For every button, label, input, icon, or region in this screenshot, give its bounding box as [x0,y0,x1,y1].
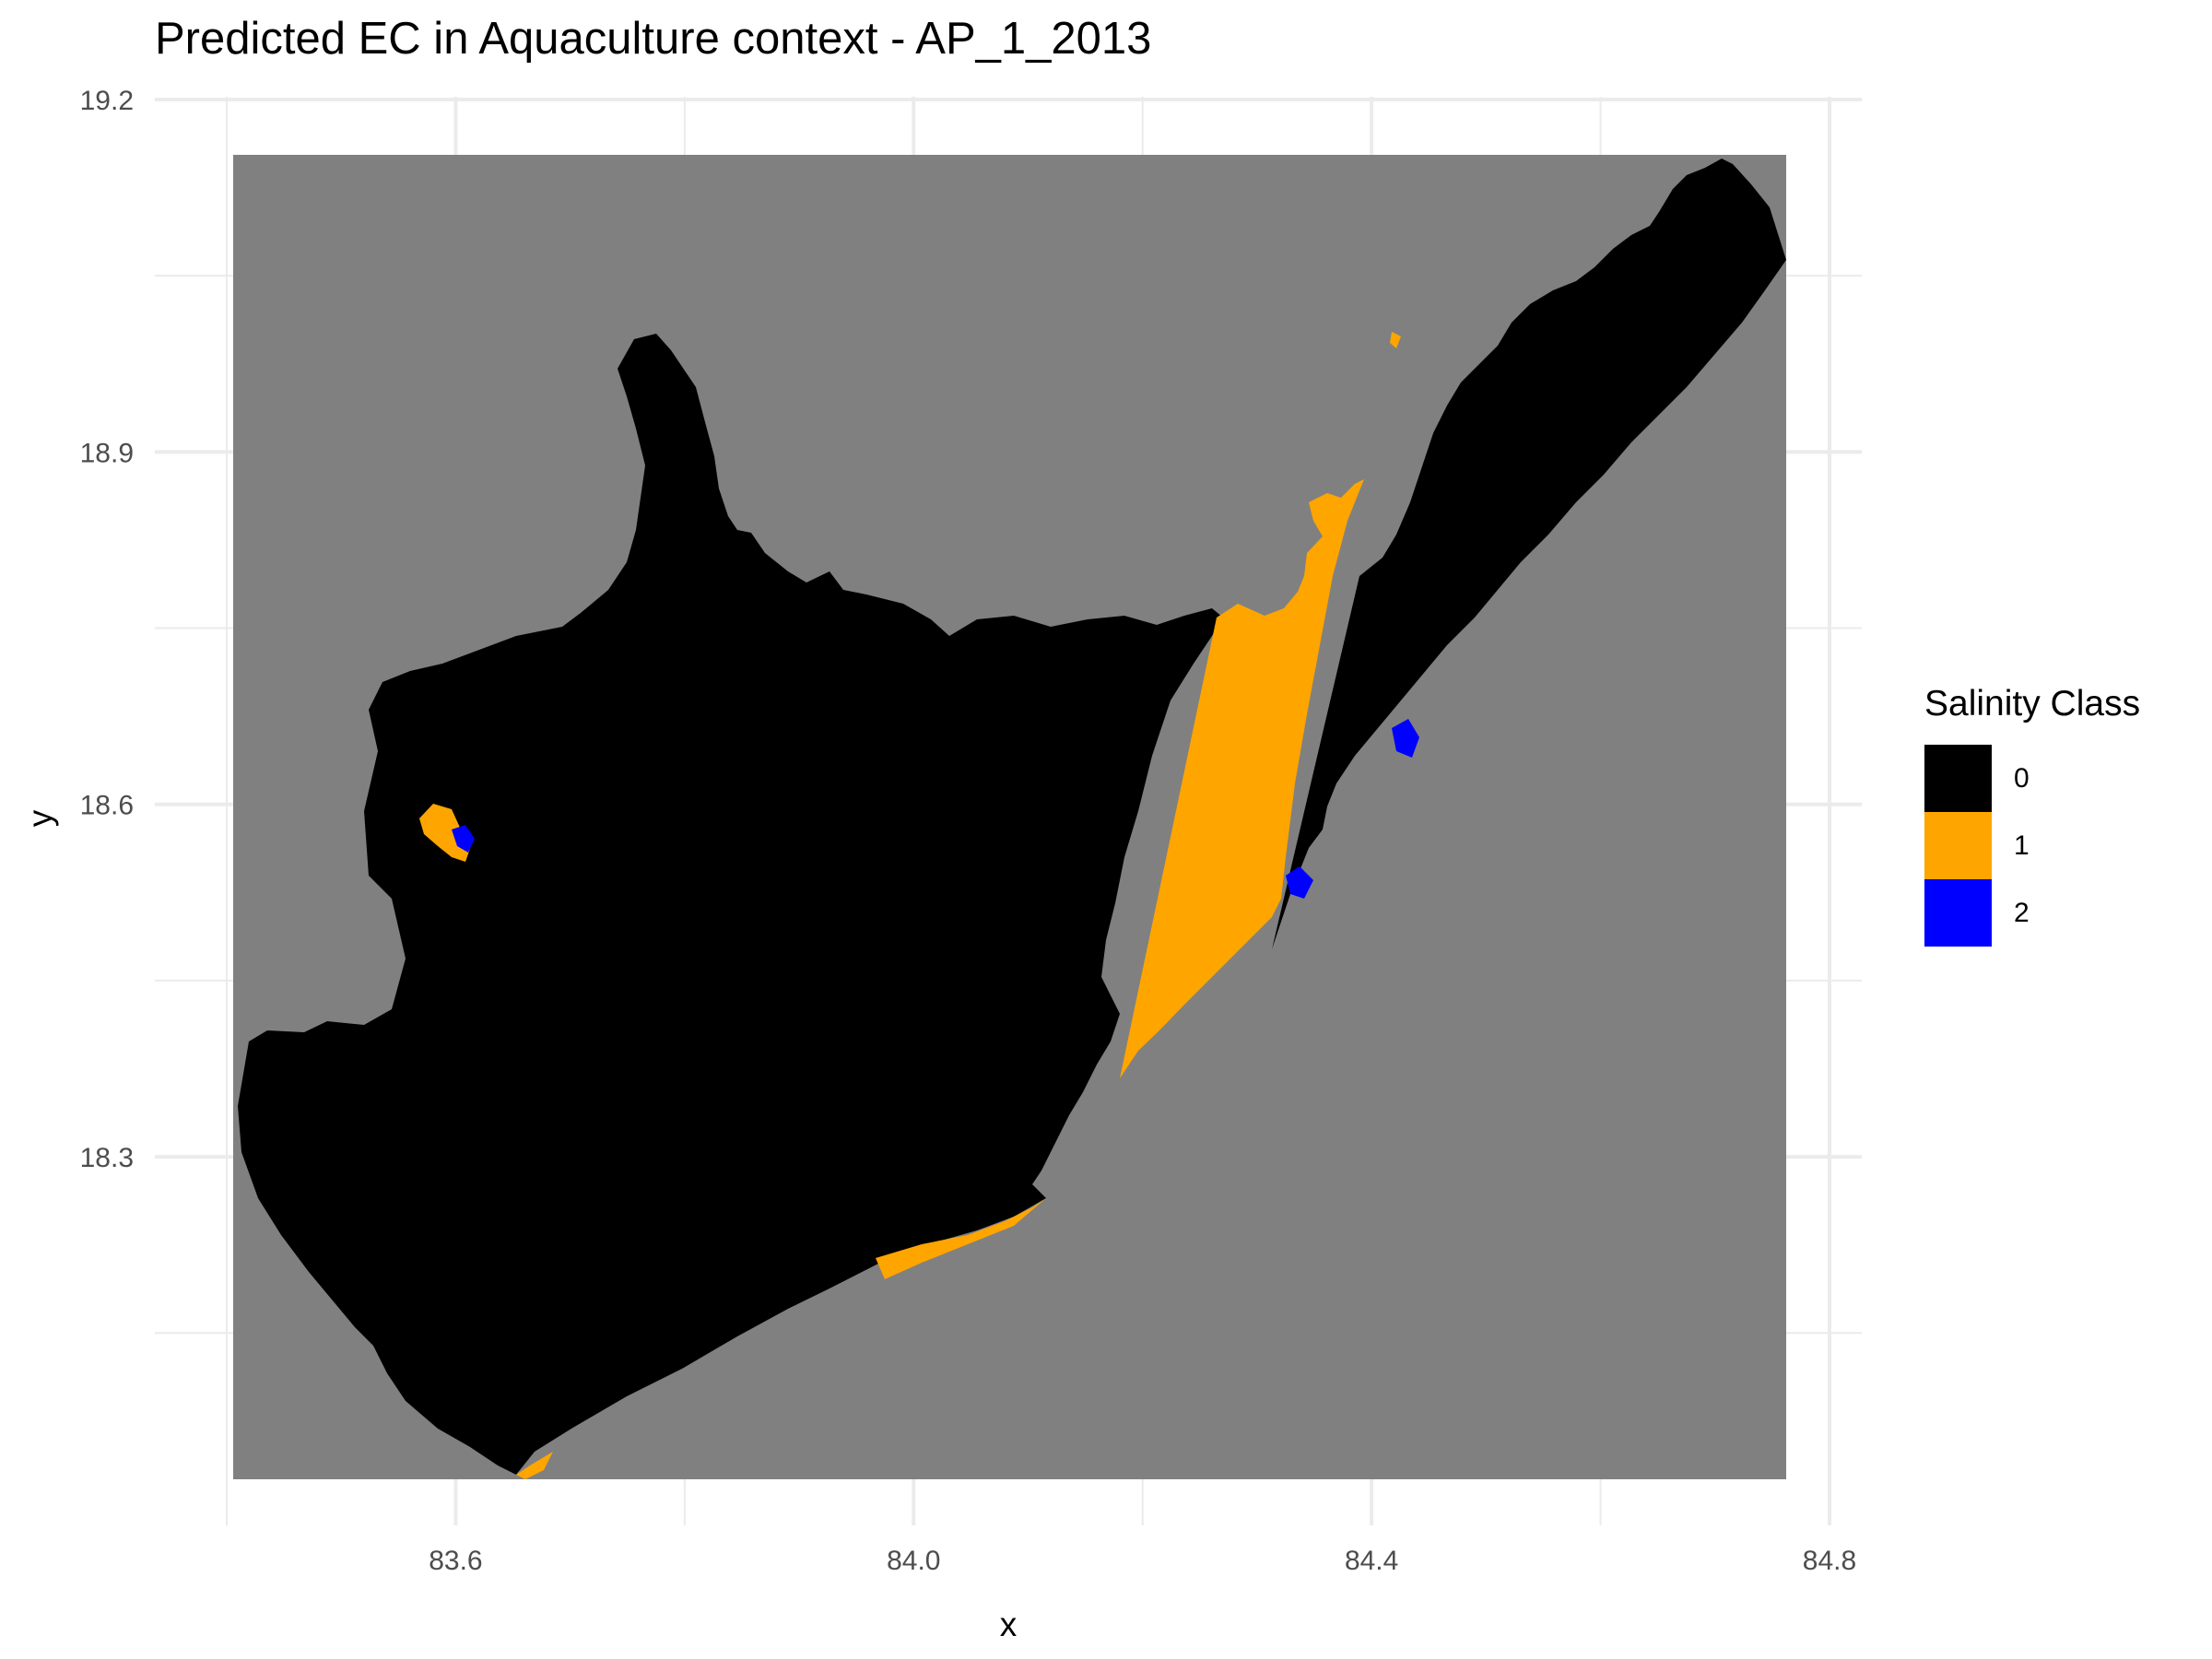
legend-key-swatch [1924,745,1992,812]
y-axis-title: y [21,809,59,827]
legend-item: 1 [1924,812,2140,879]
x-tick-label: 83.6 [429,1546,482,1576]
class-1-coastal-strip [876,1198,1046,1279]
class-2-features [452,719,1419,899]
legend-item: 0 [1924,745,2140,812]
x-tick-label: 84.8 [1803,1546,1856,1576]
x-axis-ticks: 83.6 84.0 84.4 84.8 [429,1546,1856,1576]
class-2-patch-coast [1286,866,1313,899]
y-tick-label: 19.2 [80,86,134,116]
legend-label: 2 [2014,897,2030,928]
y-tick-label: 18.3 [80,1143,134,1173]
chart-title: Predicted EC in Aquaculture context - AP… [155,14,1152,64]
land-class-0 [238,159,1786,1475]
legend-item: 2 [1924,879,2140,947]
class-1-lake [419,804,472,862]
legend-key-swatch [1924,812,1992,879]
class-1-inlet [1390,332,1401,348]
legend: Salinity Class 0 1 2 [1924,684,2140,947]
class-2-patch-east [1392,719,1419,758]
x-axis-title: x [1000,1606,1018,1643]
class-1-features [419,332,1401,1479]
class-2-lake [452,825,475,853]
legend-label: 0 [2014,762,2030,794]
class-1-band [1120,479,1364,1078]
x-tick-label: 84.0 [887,1546,940,1576]
legend-items: 0 1 2 [1924,745,2140,947]
legend-label: 1 [2014,830,2030,861]
y-axis-ticks: 19.2 18.9 18.6 18.3 [80,86,134,1173]
y-tick-label: 18.9 [80,438,134,468]
legend-key-swatch [1924,879,1992,947]
legend-title: Salinity Class [1924,684,2141,724]
y-tick-label: 18.6 [80,791,134,821]
x-tick-label: 84.4 [1345,1546,1398,1576]
class-1-coastal-strip-south [516,1452,553,1479]
